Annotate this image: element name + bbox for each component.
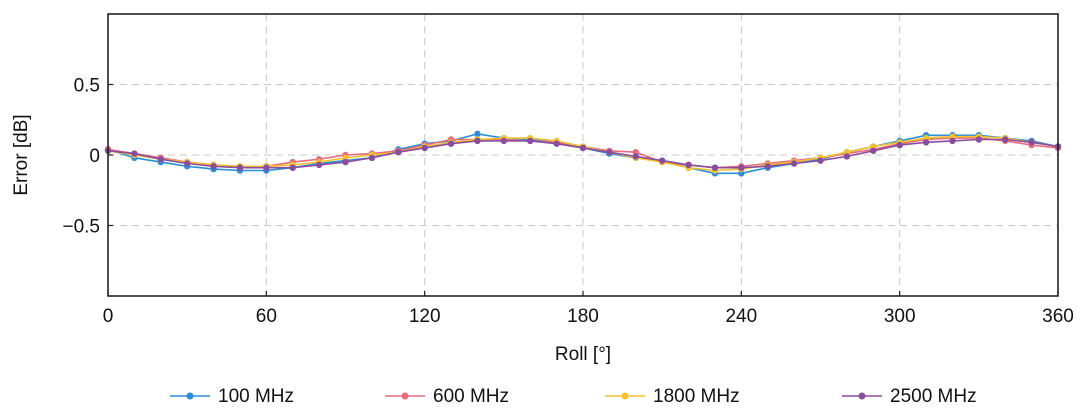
data-point	[711, 164, 719, 171]
legend: 100 MHz 600 MHz 1800 MHz 2500 MHz	[170, 386, 977, 407]
legend-label: 100 MHz	[218, 386, 294, 407]
y-tick-label: 0	[89, 146, 100, 167]
legend-swatch-marker	[621, 392, 629, 400]
x-tick-label: 0	[103, 306, 114, 327]
data-point	[738, 164, 745, 171]
legend-swatch-marker	[401, 392, 409, 400]
legend-item: 2500 MHz	[842, 386, 977, 407]
data-point	[553, 140, 560, 147]
data-point	[157, 156, 164, 163]
data-point	[1028, 139, 1035, 146]
data-point	[870, 147, 877, 154]
data-point	[843, 153, 851, 160]
x-axis-label: Roll [°]	[555, 344, 611, 365]
legend-item: 1800 MHz	[605, 386, 740, 407]
data-point	[474, 130, 481, 138]
legend-label: 600 MHz	[433, 386, 509, 407]
data-point	[289, 164, 296, 171]
data-point	[263, 164, 270, 171]
data-point	[896, 141, 903, 149]
x-tick-label: 180	[567, 306, 599, 327]
data-point	[685, 161, 692, 169]
data-point	[368, 154, 376, 162]
data-point	[1002, 136, 1009, 143]
y-tick-label: −0.5	[62, 217, 100, 238]
x-tick-label: 240	[725, 306, 757, 327]
x-tick-label: 60	[256, 306, 277, 327]
series-layer	[104, 130, 1062, 177]
data-point	[447, 140, 455, 147]
legend-swatch-marker	[186, 392, 194, 400]
data-point	[949, 137, 956, 145]
data-point	[315, 161, 323, 169]
data-point	[474, 137, 481, 145]
data-point	[790, 160, 798, 167]
data-point	[342, 158, 349, 166]
data-point	[131, 150, 138, 157]
data-point	[606, 148, 613, 156]
data-point	[210, 163, 217, 170]
legend-item: 600 MHz	[385, 386, 509, 407]
data-point	[922, 139, 930, 146]
y-axis-ticks: 0.5 0 −0.5	[62, 76, 113, 238]
x-tick-label: 360	[1042, 306, 1074, 327]
data-point	[764, 163, 771, 170]
y-axis-label: Error [dB]	[11, 114, 32, 195]
data-point	[527, 137, 534, 145]
legend-item: 100 MHz	[170, 386, 294, 407]
x-axis-ticks: 0 60 120 180 240 300 360	[103, 291, 1074, 327]
data-point	[658, 157, 666, 164]
data-point	[500, 137, 508, 145]
data-point	[236, 164, 244, 171]
y-tick-label: 0.5	[74, 76, 100, 97]
grid	[108, 14, 1058, 296]
data-point	[975, 136, 983, 143]
legend-swatch-marker	[858, 392, 866, 400]
data-point	[579, 144, 587, 152]
data-point	[632, 153, 639, 160]
legend-label: 2500 MHz	[890, 386, 977, 407]
x-tick-label: 120	[409, 306, 441, 327]
x-tick-label: 300	[884, 306, 916, 327]
data-point	[395, 148, 402, 156]
data-point	[183, 160, 191, 167]
data-point	[421, 144, 428, 152]
legend-label: 1800 MHz	[653, 386, 740, 407]
data-point	[817, 157, 824, 164]
